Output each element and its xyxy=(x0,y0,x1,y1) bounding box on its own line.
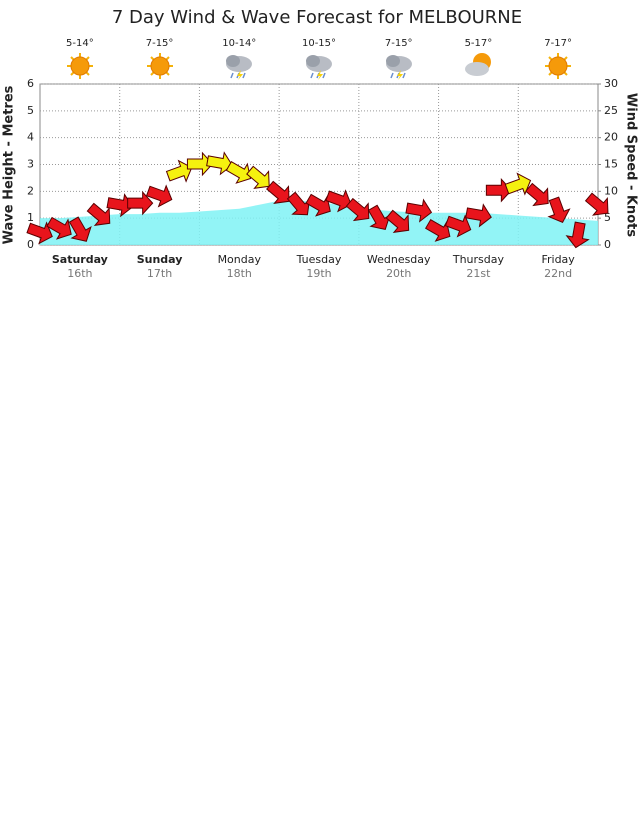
y2-tick-label: 0 xyxy=(604,238,611,251)
wind-arrow xyxy=(465,203,492,228)
wind-arrow xyxy=(345,197,370,222)
y-tick-label: 5 xyxy=(27,104,34,117)
day-date: 21st xyxy=(466,267,491,280)
day-date: 16th xyxy=(67,267,92,280)
wind-arrow xyxy=(225,161,252,184)
wind-arrow-shape xyxy=(86,202,111,226)
wind-arrow xyxy=(186,151,214,177)
wind-arrow xyxy=(584,192,609,216)
wind-arrow-shape xyxy=(46,216,72,240)
day-name: Monday xyxy=(218,253,262,266)
temperature: 7-15° xyxy=(385,38,413,49)
weather-icon xyxy=(305,54,333,81)
wind-arrow-shape xyxy=(26,221,53,245)
wind-arrow-shape xyxy=(165,159,193,183)
wind-arrow xyxy=(266,180,290,204)
wind-arrow xyxy=(26,221,53,245)
weather-icon xyxy=(465,53,491,76)
y-tick-label: 4 xyxy=(27,131,34,144)
weather-icon xyxy=(225,54,253,81)
wind-arrow xyxy=(246,165,270,189)
wind-arrow xyxy=(305,193,331,217)
wind-arrow xyxy=(106,193,134,218)
wind-arrow xyxy=(405,198,433,223)
day-date: 17th xyxy=(147,267,172,280)
wind-arrow-shape xyxy=(584,192,609,216)
y2-tick-label: 20 xyxy=(604,131,618,144)
wind-arrow xyxy=(504,172,532,196)
wind-arrow-shape xyxy=(145,184,173,208)
y-axis-title: Wave Height - Metres xyxy=(2,85,17,244)
temperature: 5-14° xyxy=(66,38,94,49)
y2-tick-label: 5 xyxy=(604,211,611,224)
temperature: 7-15° xyxy=(146,38,174,49)
y-tick-label: 6 xyxy=(27,77,34,90)
wind-arrow-shape xyxy=(465,203,492,228)
day-name: Tuesday xyxy=(296,253,342,266)
wind-arrow-shape xyxy=(547,196,571,223)
day-date: 18th xyxy=(227,267,252,280)
y2-tick-label: 30 xyxy=(604,77,618,90)
wind-arrow-shape xyxy=(246,165,270,189)
temperature: 7-17° xyxy=(544,38,572,49)
day-date: 22nd xyxy=(544,267,572,280)
day-name: Wednesday xyxy=(367,253,431,266)
wind-arrow xyxy=(86,202,111,226)
wind-arrow-shape xyxy=(367,204,391,231)
wind-arrow-shape xyxy=(325,189,352,213)
wind-arrow-shape xyxy=(345,197,370,222)
weather-icon xyxy=(146,52,174,80)
y-tick-label: 3 xyxy=(27,158,34,171)
wind-arrow xyxy=(68,216,92,242)
wind-arrow xyxy=(565,221,590,249)
day-name: Thursday xyxy=(452,253,505,266)
day-date: 19th xyxy=(306,267,331,280)
y-tick-label: 1 xyxy=(27,211,34,224)
wind-arrow-shape xyxy=(444,214,472,238)
wind-arrow xyxy=(367,204,391,231)
wind-arrow xyxy=(547,196,571,223)
wind-arrow-shape xyxy=(405,198,433,223)
wind-arrow-shape xyxy=(127,190,154,216)
wind-arrow-shape xyxy=(385,209,410,233)
y2-tick-label: 10 xyxy=(604,184,618,197)
y2-tick-label: 15 xyxy=(604,158,618,171)
wind-arrow xyxy=(165,159,193,183)
temperature: 5-17° xyxy=(465,38,493,49)
wind-arrow xyxy=(424,218,451,242)
temperature: 10-15° xyxy=(302,38,336,49)
y2-axis-title: Wind Speed - Knots xyxy=(624,93,639,237)
wind-arrow-shape xyxy=(424,218,451,242)
wind-arrow-shape xyxy=(266,180,290,204)
day-name: Saturday xyxy=(52,253,108,266)
wind-arrow xyxy=(145,184,173,208)
wind-arrow xyxy=(444,214,472,238)
wind-arrow xyxy=(46,216,72,240)
wind-arrow-shape xyxy=(525,182,549,207)
weather-icon xyxy=(544,52,572,80)
temperature: 10-14° xyxy=(222,38,256,49)
wind-arrow-shape xyxy=(504,172,532,196)
wind-arrow xyxy=(127,190,154,216)
wind-arrow xyxy=(385,209,410,233)
wind-arrow-shape xyxy=(565,221,590,249)
weather-icon xyxy=(66,52,94,80)
day-name: Friday xyxy=(541,253,575,266)
y-tick-label: 0 xyxy=(27,238,34,251)
wind-arrow-shape xyxy=(225,161,252,184)
wind-arrow-shape xyxy=(68,216,92,242)
weather-icon xyxy=(385,54,413,81)
day-name: Sunday xyxy=(137,253,183,266)
chart-title: 7 Day Wind & Wave Forecast for MELBOURNE xyxy=(112,7,522,28)
wind-arrow-shape xyxy=(106,193,134,218)
wind-arrow-shape xyxy=(305,193,331,217)
y-tick-label: 2 xyxy=(27,184,34,197)
y2-tick-label: 25 xyxy=(604,104,618,117)
wind-arrow-shape xyxy=(186,151,214,177)
day-date: 20th xyxy=(386,267,411,280)
wind-arrow xyxy=(325,189,352,213)
wind-arrow xyxy=(525,182,549,207)
